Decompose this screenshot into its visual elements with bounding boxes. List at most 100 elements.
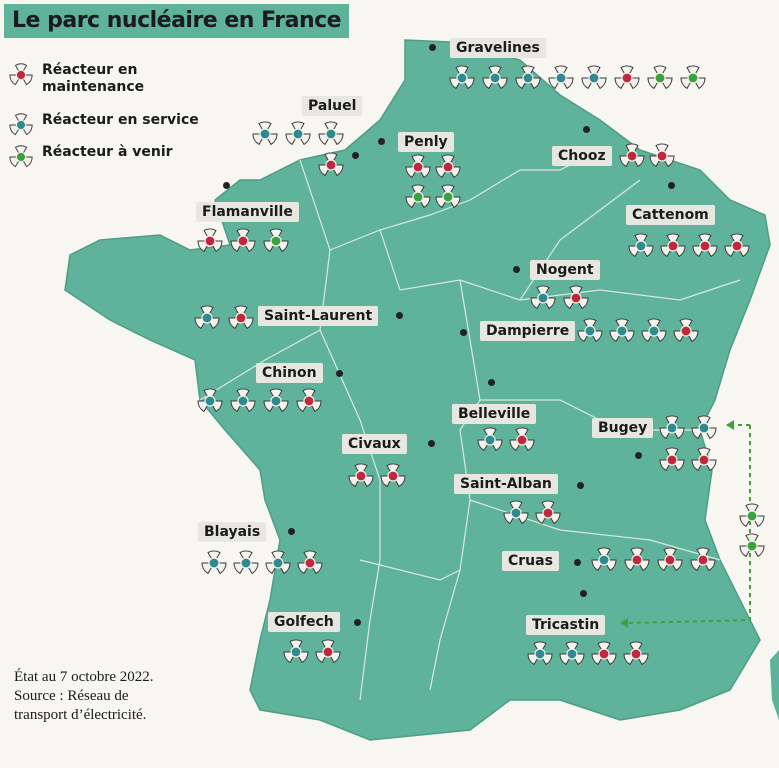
reactor-icon: [680, 65, 706, 90]
note-line: État au 7 octobre 2022.: [14, 669, 154, 685]
reactor-icon: [297, 550, 323, 575]
reactor-icon: [233, 550, 259, 575]
site-label: Chinon: [256, 363, 323, 383]
reactor-icon: [614, 65, 640, 90]
site-flamanville: Flamanville: [196, 202, 299, 222]
location-dot: [574, 559, 581, 566]
reactor-icon: [660, 233, 686, 258]
site-bugey: Bugey: [592, 418, 654, 438]
reactor-icon: [194, 305, 220, 330]
reactor-icon: [515, 65, 541, 90]
reactor-icon: [624, 547, 650, 572]
reactor-icon: [435, 154, 461, 179]
site-label: Belleville: [452, 404, 537, 424]
reactor-icon: [724, 233, 750, 258]
site-blayais: Blayais: [198, 522, 267, 542]
reactor-icon: [628, 233, 654, 258]
reactor-icon: [449, 65, 475, 90]
reactor-icon: [691, 447, 717, 472]
site-tricastin: Tricastin: [526, 615, 606, 635]
reactor-service-icon: [9, 113, 33, 136]
site-label: Cattenom: [626, 205, 715, 225]
site-label: Dampierre: [480, 321, 576, 341]
reactor-icon: [659, 447, 685, 472]
site-label: Nogent: [530, 260, 600, 280]
site-saint-alban: Saint-Alban: [454, 474, 558, 494]
reactor-icon: [535, 500, 561, 525]
note-line: transport d’électricité.: [14, 707, 147, 723]
location-dot: [460, 329, 467, 336]
reactor-avenir-icon: [9, 145, 33, 168]
site-label: Cruas: [502, 551, 559, 571]
reactor-icon: [9, 113, 33, 136]
site-label: Chooz: [552, 146, 612, 166]
reactor-icon: [348, 463, 374, 488]
reactor-icon: [591, 547, 617, 572]
reactor-icon: [285, 121, 311, 146]
reactor-icon: [581, 65, 607, 90]
reactor-icon: [591, 641, 617, 666]
legend-label-service: Réacteur en service: [42, 112, 199, 128]
region-borders: [199, 149, 741, 701]
location-dot: [354, 619, 361, 626]
legend-label-maintenance: Réacteur en maintenance: [42, 62, 145, 95]
reactor-icon: [283, 639, 309, 664]
reactor-icon: [577, 318, 603, 343]
location-dot: [429, 44, 436, 51]
reactor-icon: [657, 547, 683, 572]
site-cruas: Cruas: [502, 551, 559, 571]
site-label: Tricastin: [526, 615, 606, 635]
location-dot: [378, 138, 385, 145]
site-label: Paluel: [302, 96, 363, 116]
location-dot: [223, 182, 230, 189]
reactor-icon: [609, 318, 635, 343]
reactor-icon: [690, 547, 716, 572]
reactor-icon: [619, 143, 645, 168]
reactor-icon: [197, 388, 223, 413]
reactor-icon: [548, 65, 574, 90]
legend-avenir: Réacteur à venir: [8, 144, 202, 170]
reactor-icon: [405, 184, 431, 209]
source-note: État au 7 octobre 2022. Source : Réseau …: [14, 668, 244, 725]
site-label: Flamanville: [196, 202, 299, 222]
reactor-icon: [673, 318, 699, 343]
page-title: Le parc nucléaire en France: [4, 4, 350, 38]
site-chinon: Chinon: [256, 363, 323, 383]
site-dampierre: Dampierre: [480, 321, 576, 341]
reactor-icon: [435, 184, 461, 209]
site-nogent: Nogent: [530, 260, 600, 280]
legend-label-avenir: Réacteur à venir: [42, 144, 173, 160]
location-dot: [336, 370, 343, 377]
site-belleville: Belleville: [452, 404, 537, 424]
site-gravelines: Gravelines: [450, 38, 546, 58]
reactor-icon: [296, 388, 322, 413]
reactor-icon: [641, 318, 667, 343]
location-dot: [635, 452, 642, 459]
future-reactor-arrow: [627, 425, 751, 624]
reactor-icon: [228, 305, 254, 330]
reactor-maintenance-icon: [9, 63, 33, 86]
site-label: Golfech: [268, 612, 340, 632]
legend-maintenance: Réacteur en maintenance: [8, 62, 202, 96]
site-label: Civaux: [342, 434, 407, 454]
reactor-icon: [197, 228, 223, 253]
site-saint-laurent: Saint-Laurent: [258, 306, 379, 326]
site-paluel: Paluel: [302, 96, 363, 116]
site-label: Gravelines: [450, 38, 546, 58]
location-dot: [577, 482, 584, 489]
reactor-icon: [318, 121, 344, 146]
reactor-icon: [9, 145, 33, 168]
site-golfech: Golfech: [268, 612, 340, 632]
site-label: Penly: [398, 132, 454, 152]
site-label: Bugey: [592, 418, 654, 438]
reactor-icon: [649, 143, 675, 168]
site-label: Blayais: [198, 522, 267, 542]
reactor-icon: [318, 152, 344, 177]
location-dot: [580, 590, 587, 597]
reactor-icon: [265, 550, 291, 575]
reactor-icon: [252, 121, 278, 146]
reactor-icon: [263, 388, 289, 413]
reactor-icon-layer: [194, 65, 765, 666]
location-dot: [513, 266, 520, 273]
site-civaux: Civaux: [342, 434, 407, 454]
